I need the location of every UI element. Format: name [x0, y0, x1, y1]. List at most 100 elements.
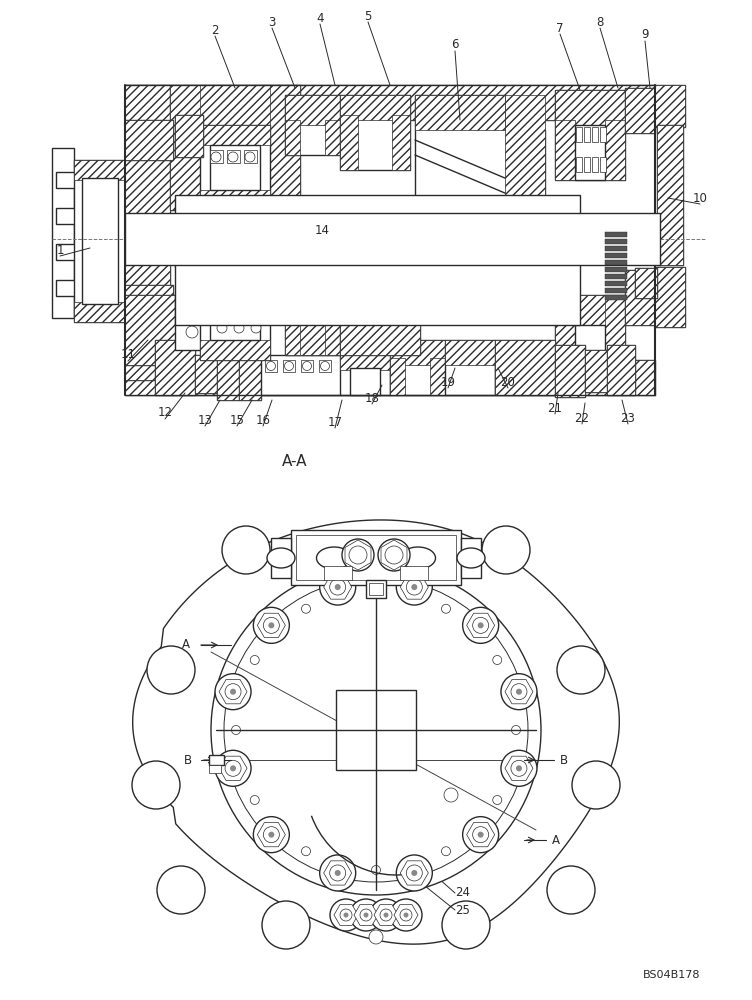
Bar [125, 285, 173, 325]
Circle shape [478, 832, 484, 838]
Polygon shape [400, 575, 429, 599]
Circle shape [245, 152, 255, 162]
Bar [390, 340, 445, 365]
Bar [584, 127, 590, 142]
Bar [592, 127, 598, 142]
Circle shape [268, 622, 274, 628]
Circle shape [217, 300, 227, 310]
Circle shape [217, 323, 227, 333]
Polygon shape [394, 905, 418, 925]
Polygon shape [132, 520, 620, 944]
Ellipse shape [267, 548, 295, 568]
Bar [555, 345, 585, 397]
Bar [74, 160, 126, 180]
Circle shape [230, 689, 236, 695]
Circle shape [371, 585, 381, 594]
Bar [585, 350, 607, 392]
Bar [125, 120, 173, 160]
Circle shape [211, 565, 541, 895]
Bar [445, 340, 495, 395]
Circle shape [396, 569, 432, 605]
Bar [340, 95, 410, 120]
Circle shape [329, 865, 346, 881]
Bar [125, 295, 180, 365]
Circle shape [547, 866, 595, 914]
Bar [555, 295, 575, 375]
Circle shape [371, 865, 381, 874]
Text: 16: 16 [256, 414, 271, 426]
Circle shape [302, 361, 311, 370]
Bar [585, 350, 607, 392]
Circle shape [404, 912, 408, 918]
Bar [175, 115, 203, 157]
Circle shape [396, 855, 432, 891]
Bar [285, 320, 340, 355]
Bar [175, 225, 203, 267]
Bar [607, 345, 635, 395]
Bar [200, 190, 270, 210]
Bar [125, 285, 173, 325]
Bar [170, 85, 300, 210]
Ellipse shape [457, 548, 485, 568]
Polygon shape [505, 680, 533, 704]
Bar [336, 690, 416, 770]
Bar [340, 265, 420, 285]
Text: 2: 2 [211, 23, 219, 36]
Text: 17: 17 [328, 416, 342, 428]
Bar [555, 295, 625, 325]
Circle shape [228, 152, 238, 162]
Bar [200, 125, 270, 210]
Polygon shape [374, 905, 398, 925]
Circle shape [222, 299, 234, 311]
Bar [575, 125, 605, 180]
Circle shape [330, 899, 362, 931]
Bar [555, 345, 585, 397]
Text: 24: 24 [456, 886, 471, 900]
Text: 9: 9 [641, 28, 649, 41]
Bar [200, 340, 270, 360]
Polygon shape [467, 823, 495, 847]
Circle shape [462, 607, 499, 643]
Circle shape [224, 578, 528, 882]
Bar [655, 267, 685, 327]
Circle shape [442, 901, 490, 949]
Polygon shape [354, 905, 378, 925]
Bar [200, 275, 270, 360]
Bar [195, 355, 217, 393]
Bar [74, 302, 126, 322]
Bar [209, 765, 221, 773]
Polygon shape [400, 861, 429, 885]
Text: 11: 11 [120, 349, 135, 361]
Bar [227, 150, 240, 163]
Polygon shape [257, 823, 285, 847]
Circle shape [478, 622, 484, 628]
Text: 1: 1 [56, 243, 64, 256]
Bar [605, 260, 627, 265]
Circle shape [253, 817, 290, 853]
Text: 3: 3 [268, 15, 276, 28]
Bar [217, 348, 239, 400]
Bar [340, 115, 358, 170]
Bar [340, 265, 420, 355]
Bar [296, 535, 456, 580]
Bar [217, 348, 239, 400]
Circle shape [482, 526, 530, 574]
Circle shape [350, 899, 382, 931]
Bar [657, 125, 683, 265]
Bar [175, 225, 203, 267]
Bar [170, 85, 300, 125]
Text: B: B [560, 754, 568, 766]
Bar [283, 360, 295, 372]
Bar [319, 360, 331, 372]
Bar [430, 358, 445, 395]
Circle shape [222, 526, 270, 574]
Bar [210, 145, 260, 190]
Bar [657, 125, 683, 265]
Bar [495, 340, 555, 395]
Circle shape [147, 646, 195, 694]
Bar [605, 267, 627, 272]
Ellipse shape [317, 547, 351, 569]
Text: 25: 25 [456, 904, 471, 916]
Bar [125, 85, 170, 380]
Text: 7: 7 [556, 21, 564, 34]
